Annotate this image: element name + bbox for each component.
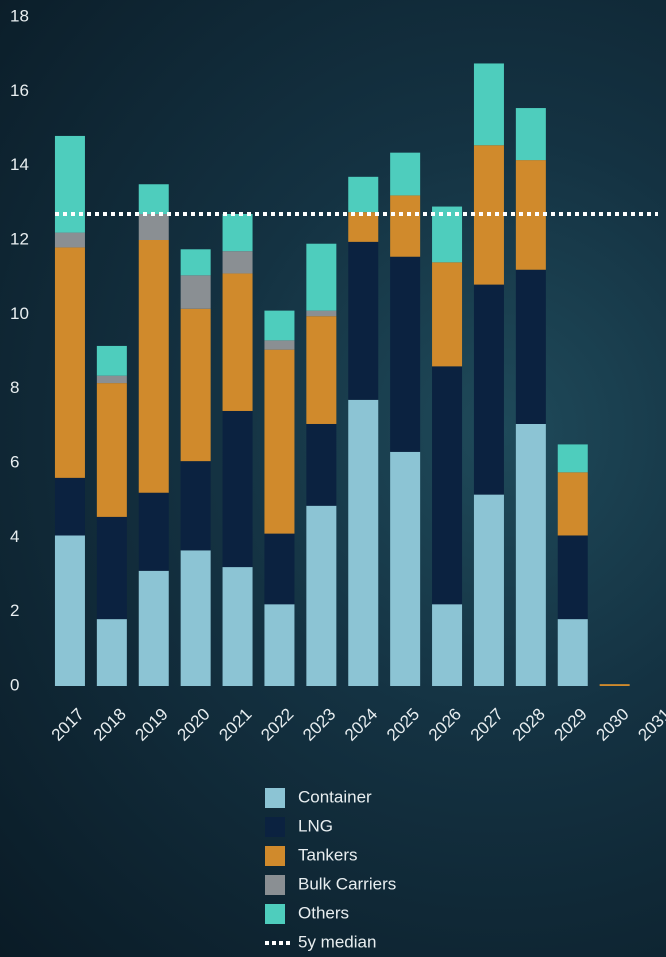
bar-segment bbox=[54, 535, 85, 686]
y-tick-label: 2 bbox=[10, 601, 19, 620]
bar-segment bbox=[557, 619, 588, 686]
x-tick-label: 2026 bbox=[425, 705, 465, 745]
bar-segment bbox=[348, 176, 379, 213]
bar-segment bbox=[264, 533, 295, 605]
bar-segment bbox=[138, 240, 169, 493]
y-tick-label: 6 bbox=[10, 452, 19, 471]
x-tick-label: 2029 bbox=[551, 705, 591, 745]
bar-segment bbox=[599, 684, 630, 686]
bar-segment bbox=[306, 505, 337, 686]
bar-segment bbox=[306, 423, 337, 506]
bar-segment bbox=[264, 349, 295, 534]
bar-segment bbox=[54, 232, 85, 248]
legend-swatch bbox=[265, 817, 285, 837]
legend-label: Tankers bbox=[298, 845, 358, 864]
bar-segment bbox=[432, 262, 463, 367]
bar-segment bbox=[54, 247, 85, 478]
x-tick-label: 2020 bbox=[173, 705, 213, 745]
x-tick-label: 2017 bbox=[48, 705, 88, 745]
bar-segment bbox=[264, 604, 295, 686]
legend-label: Others bbox=[298, 903, 349, 922]
bar-segment bbox=[390, 256, 421, 452]
bar-segment bbox=[390, 195, 421, 257]
y-tick-label: 4 bbox=[10, 527, 19, 546]
x-tick-label: 2031 bbox=[634, 705, 666, 745]
y-tick-label: 0 bbox=[10, 675, 19, 694]
bar-segment bbox=[180, 550, 211, 686]
bar-segment bbox=[348, 212, 379, 242]
bar-segment bbox=[432, 366, 463, 605]
bar-segment bbox=[222, 273, 253, 411]
legend-label: LNG bbox=[298, 816, 333, 835]
bar-segment bbox=[432, 604, 463, 686]
y-tick-label: 16 bbox=[10, 81, 29, 100]
x-tick-label: 2024 bbox=[341, 705, 381, 745]
bar-segment bbox=[557, 472, 588, 536]
bar-segment bbox=[515, 269, 546, 424]
bar-segment bbox=[306, 243, 337, 311]
bar-segment bbox=[96, 619, 127, 686]
y-tick-label: 18 bbox=[10, 6, 29, 25]
legend-swatch bbox=[265, 875, 285, 895]
bar-segment bbox=[306, 310, 337, 317]
bar-segment bbox=[180, 461, 211, 551]
x-tick-label: 2018 bbox=[90, 705, 130, 745]
bar-segment bbox=[138, 184, 169, 214]
y-tick-label: 8 bbox=[10, 378, 19, 397]
bar-segment bbox=[180, 249, 211, 276]
x-tick-label: 2028 bbox=[509, 705, 549, 745]
x-tick-label: 2021 bbox=[215, 705, 255, 745]
legend-swatch bbox=[265, 846, 285, 866]
x-tick-label: 2027 bbox=[467, 705, 507, 745]
x-tick-label: 2023 bbox=[299, 705, 339, 745]
bar-segment bbox=[264, 340, 295, 350]
legend-swatch bbox=[265, 788, 285, 808]
bar-segment bbox=[180, 308, 211, 462]
y-tick-label: 14 bbox=[10, 155, 29, 174]
x-tick-label: 2022 bbox=[257, 705, 297, 745]
bar-segment bbox=[515, 108, 546, 161]
legend-swatch bbox=[265, 904, 285, 924]
bar-segment bbox=[222, 567, 253, 686]
bar-segment bbox=[138, 492, 169, 571]
bar-segment bbox=[557, 535, 588, 620]
y-tick-label: 10 bbox=[10, 304, 29, 323]
bar-segment bbox=[96, 383, 127, 517]
bar-segment bbox=[138, 570, 169, 686]
x-tick-label: 2025 bbox=[383, 705, 423, 745]
bar-segment bbox=[473, 494, 504, 686]
bar-segment bbox=[54, 477, 85, 536]
legend-label: Container bbox=[298, 787, 372, 806]
bar-segment bbox=[348, 241, 379, 400]
bar-segment bbox=[138, 213, 169, 240]
bar-segment bbox=[222, 410, 253, 568]
bar-segment bbox=[515, 423, 546, 686]
bar-segment bbox=[306, 316, 337, 424]
bar-segment bbox=[264, 310, 295, 341]
bar-segment bbox=[473, 63, 504, 146]
legend-label: Bulk Carriers bbox=[298, 874, 396, 893]
bar-segment bbox=[222, 213, 253, 252]
bar-segment bbox=[96, 516, 127, 620]
bar-segment bbox=[390, 451, 421, 686]
legend-label: 5y median bbox=[298, 932, 376, 951]
bar-segment bbox=[96, 375, 127, 384]
bar-segment bbox=[96, 345, 127, 376]
bar-segment bbox=[54, 135, 85, 233]
bar-segment bbox=[473, 284, 504, 495]
bar-segment bbox=[390, 152, 421, 196]
bar-segment bbox=[348, 399, 379, 686]
bar-segment bbox=[557, 444, 588, 473]
x-tick-label: 2019 bbox=[132, 705, 172, 745]
y-tick-label: 12 bbox=[10, 229, 29, 248]
bar-segment bbox=[180, 275, 211, 309]
bar-segment bbox=[222, 251, 253, 274]
x-tick-label: 2030 bbox=[592, 705, 632, 745]
